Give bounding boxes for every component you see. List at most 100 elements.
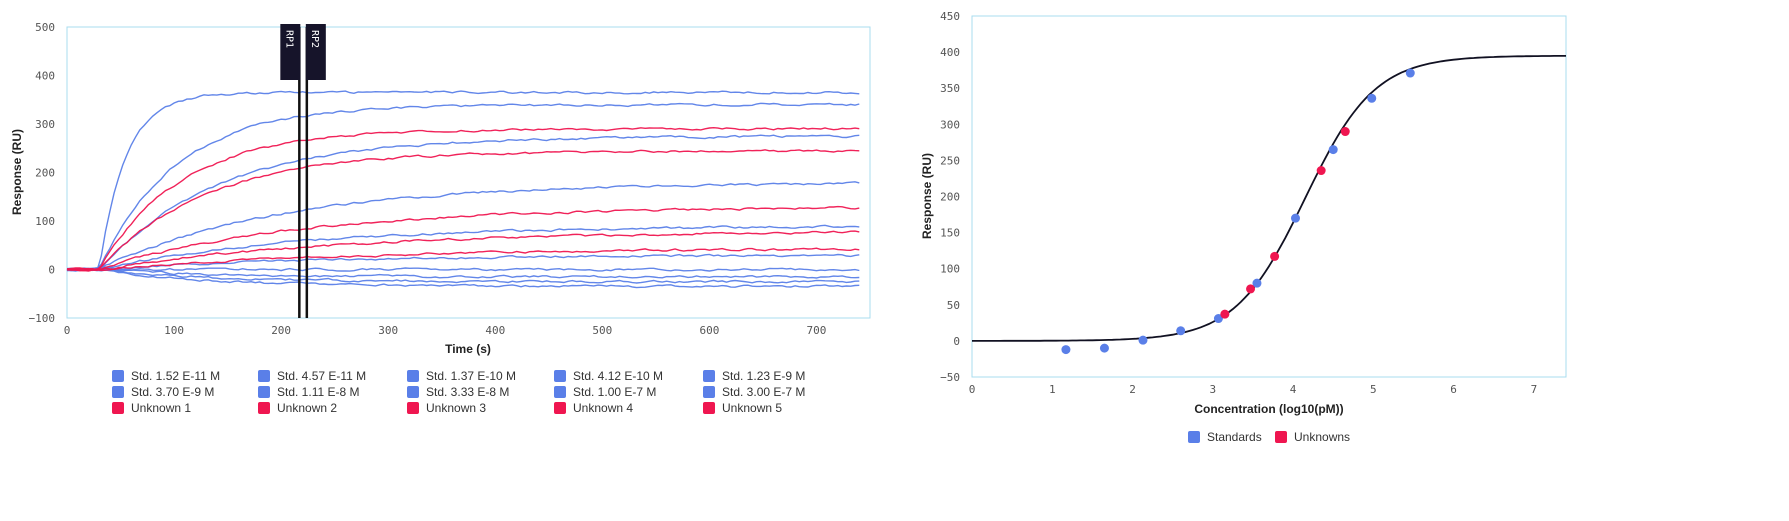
y-axis-label: Response (RU)	[920, 153, 934, 239]
legend-label: Unknown 4	[573, 401, 634, 415]
series-line-std-1-11-e-8-m	[66, 181, 860, 270]
legend-label: Std. 3.00 E-7 M	[722, 385, 806, 399]
x-tick-label: 400	[485, 324, 505, 337]
legend-label: Std. 4.12 E-10 M	[573, 369, 664, 383]
standard-point	[1328, 145, 1338, 155]
series-line-unknown-5	[66, 247, 860, 272]
standard-point	[1213, 314, 1223, 324]
legend-item[interactable]: Std. 4.12 E-10 M	[554, 369, 663, 383]
series-line-unknown-1	[66, 126, 860, 271]
legend-label: Unknowns	[1294, 430, 1351, 444]
y-tick-label: 50	[947, 299, 960, 312]
legend-item[interactable]: Std. 3.33 E-8 M	[407, 385, 509, 399]
y-tick-label: 500	[35, 21, 55, 34]
legend-swatch	[258, 402, 270, 414]
legend-swatch	[112, 386, 124, 398]
standard-point	[1405, 68, 1415, 78]
legend-label: Unknown 2	[277, 401, 338, 415]
x-tick-label: 6	[1450, 383, 1457, 396]
x-axis-label: Concentration (log10(pM))	[1194, 402, 1343, 416]
legend-swatch	[554, 370, 566, 382]
legend-swatch	[703, 370, 715, 382]
legend-swatch	[703, 386, 715, 398]
x-tick-label: 3	[1209, 383, 1216, 396]
legend-label: Std. 1.52 E-11 M	[131, 369, 221, 383]
standard-point	[1061, 345, 1071, 355]
legend-item[interactable]: Std. 3.70 E-9 M	[112, 385, 214, 399]
legend-item[interactable]: Unknown 1	[112, 401, 191, 415]
series-line-std-4-57-e-11-m	[66, 267, 860, 284]
standard-point	[1367, 93, 1377, 103]
y-tick-label: 450	[940, 10, 960, 23]
legend-item[interactable]: Std. 4.57 E-11 M	[258, 369, 366, 383]
y-tick-label: 100	[35, 215, 55, 228]
x-tick-label: 2	[1129, 383, 1136, 396]
legend-swatch	[258, 370, 270, 382]
series-line-std-1-23-e-9-m	[66, 253, 860, 272]
y-tick-label: −100	[29, 312, 56, 325]
legend-label: Standards	[1207, 430, 1262, 444]
y-tick-label: 400	[940, 46, 960, 59]
legend-label: Std. 1.00 E-7 M	[573, 385, 657, 399]
x-tick-label: 500	[592, 324, 612, 337]
standard-point	[1290, 213, 1300, 223]
legend-swatch	[1188, 431, 1200, 443]
legend-label: Std. 4.57 E-11 M	[277, 369, 367, 383]
y-tick-label: −50	[940, 371, 960, 384]
series-line-std-1-52-e-11-m	[66, 268, 860, 289]
x-tick-label: 5	[1370, 383, 1377, 396]
legend-swatch	[407, 370, 419, 382]
legend-item[interactable]: Unknown 3	[407, 401, 486, 415]
reference-point-flag	[280, 24, 301, 80]
x-tick-label: 600	[699, 324, 719, 337]
y-tick-label: 200	[940, 191, 960, 204]
legend-item[interactable]: Std. 1.00 E-7 M	[554, 385, 656, 399]
x-tick-label: 300	[378, 324, 398, 337]
standard-point	[1252, 278, 1262, 288]
standard-point	[1099, 343, 1109, 353]
y-tick-label: 350	[940, 82, 960, 95]
legend-swatch	[112, 402, 124, 414]
unknown-point	[1246, 284, 1256, 294]
series-line-unknown-2	[66, 149, 860, 272]
legend-item[interactable]: Std. 1.52 E-11 M	[112, 369, 220, 383]
legend-swatch	[554, 386, 566, 398]
reference-point-label: RP2	[309, 30, 320, 48]
legend-swatch	[554, 402, 566, 414]
y-tick-label: 300	[35, 118, 55, 131]
x-tick-label: 700	[807, 324, 827, 337]
legend-item[interactable]: Std. 1.11 E-8 M	[258, 385, 359, 399]
plot-area-border	[66, 26, 871, 319]
legend-item[interactable]: Standards	[1188, 430, 1262, 444]
x-tick-label: 0	[64, 324, 71, 337]
x-tick-label: 1	[1049, 383, 1056, 396]
x-tick-label: 200	[271, 324, 291, 337]
legend-label: Std. 1.37 E-10 M	[426, 369, 517, 383]
legend-label: Std. 3.70 E-9 M	[131, 385, 215, 399]
legend-swatch	[407, 402, 419, 414]
legend-item[interactable]: Std. 3.00 E-7 M	[703, 385, 805, 399]
legend-item[interactable]: Unknown 4	[554, 401, 633, 415]
y-tick-label: 400	[35, 70, 55, 83]
series-line-std-1-37-e-10-m	[66, 267, 860, 279]
legend-item[interactable]: Std. 1.23 E-9 M	[703, 369, 805, 383]
series-line-unknown-4	[66, 230, 860, 272]
legend-item[interactable]: Unknowns	[1275, 430, 1350, 444]
y-tick-label: 200	[35, 167, 55, 180]
reference-point-flag	[305, 24, 326, 80]
legend-item[interactable]: Unknown 5	[703, 401, 782, 415]
unknown-point	[1270, 251, 1280, 261]
y-tick-label: 0	[953, 335, 960, 348]
y-axis-label: Response (RU)	[10, 129, 24, 215]
unknown-point	[1316, 166, 1326, 176]
legend-swatch	[1275, 431, 1287, 443]
legend-swatch	[112, 370, 124, 382]
legend-label: Std. 1.23 E-9 M	[722, 369, 806, 383]
legend-item[interactable]: Unknown 2	[258, 401, 337, 415]
plot-area-border	[971, 15, 1567, 378]
x-tick-label: 100	[164, 324, 184, 337]
legend-item[interactable]: Std. 1.37 E-10 M	[407, 369, 516, 383]
x-tick-label: 4	[1290, 383, 1297, 396]
standard-point	[1138, 335, 1148, 345]
